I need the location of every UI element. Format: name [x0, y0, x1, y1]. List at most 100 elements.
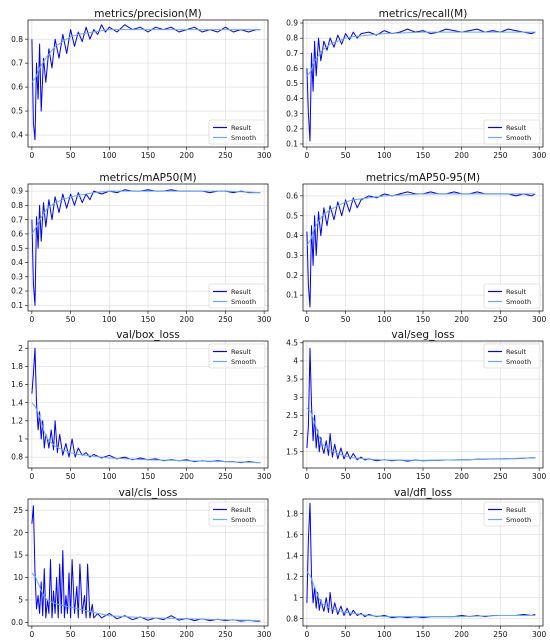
y-tick-label: 10 [13, 573, 23, 582]
x-tick-label: 200 [180, 630, 195, 639]
y-tick-label: 1 [18, 435, 23, 444]
y-tick-label: 1.5 [286, 447, 298, 456]
plot-frame [302, 183, 544, 312]
y-tick-label: 0.9 [11, 187, 23, 196]
y-tick-label: 5 [18, 596, 23, 605]
y-tick-label: 1.2 [286, 572, 298, 581]
y-tick-label: 0.1 [286, 291, 298, 300]
x-tick-label: 200 [180, 315, 195, 324]
x-tick-label: 50 [66, 472, 76, 481]
x-tick-label: 0 [304, 472, 309, 481]
plot-frame [302, 498, 544, 627]
y-tick-label: 0.7 [286, 49, 298, 58]
y-tick-label: 0.5 [286, 211, 298, 220]
y-tick-label: 0.6 [286, 64, 298, 73]
x-tick-label: 300 [532, 472, 547, 481]
y-tick-label: 0.5 [286, 79, 298, 88]
y-tick-label: 3.5 [286, 375, 298, 384]
x-tick-label: 0 [29, 315, 34, 324]
x-tick-label: 300 [532, 315, 547, 324]
subplot-1: metrics/precision(M) 0 50 100 150 200 250 300 0.… [11, 8, 271, 160]
x-tick-label: 0 [304, 151, 309, 160]
y-tick-label: 20 [13, 528, 23, 537]
plot-frame [27, 498, 269, 627]
series-smooth-line [306, 193, 536, 246]
x-tick-label: 150 [141, 630, 156, 639]
legend-result-label: Result [506, 124, 527, 132]
plot-frame [302, 340, 544, 469]
legend-result-label: Result [506, 348, 527, 356]
y-tick-label: 0.2 [11, 287, 23, 296]
legend-result-label: Result [231, 288, 252, 296]
x-tick-label: 50 [66, 315, 76, 324]
legend-smooth-label: Smooth [506, 298, 531, 306]
x-tick-label: 150 [141, 472, 156, 481]
subplot-8: val/dfl_loss 0 50 100 150 200 250 300 0.8 1 1.2 1.4… [286, 487, 546, 639]
plot-frame [27, 340, 269, 469]
plot-frame [27, 183, 269, 312]
x-tick-label: 200 [455, 315, 470, 324]
x-tick-label: 150 [141, 315, 156, 324]
legend: Result Smooth [208, 119, 266, 145]
x-tick-label: 100 [102, 472, 117, 481]
y-tick-label: 0.3 [11, 272, 23, 281]
x-tick-label: 50 [66, 630, 76, 639]
series-smooth-line [31, 190, 261, 235]
x-tick-label: 150 [141, 151, 156, 160]
y-tick-label: 0.8 [286, 614, 298, 623]
y-tick-label: 1.8 [11, 362, 23, 371]
x-tick-label: 0 [29, 630, 34, 639]
x-tick-label: 300 [257, 472, 272, 481]
x-tick-label: 50 [341, 151, 351, 160]
subplot-title: metrics/precision(M) [94, 8, 201, 20]
y-tick-label: 15 [13, 551, 23, 560]
y-tick-label: 0.4 [11, 131, 23, 140]
subplot-title: val/dfl_loss [394, 487, 452, 499]
legend-result-label: Result [231, 124, 252, 132]
legend: Result Smooth [208, 343, 266, 369]
series-smooth-line [31, 29, 261, 83]
y-tick-label: 0.8 [11, 453, 23, 462]
y-tick-label: 4.5 [286, 338, 298, 347]
legend-result-label: Result [231, 506, 252, 514]
y-tick-label: 0.6 [11, 83, 23, 92]
x-tick-label: 0 [304, 630, 309, 639]
x-tick-label: 0 [29, 151, 34, 160]
y-tick-label: 2.5 [286, 411, 298, 420]
y-tick-label: 0.4 [286, 94, 298, 103]
x-tick-label: 100 [377, 315, 392, 324]
y-tick-label: 1.6 [11, 380, 23, 389]
y-tick-label: 0.5 [11, 244, 23, 253]
x-tick-label: 150 [416, 151, 431, 160]
x-tick-label: 150 [416, 472, 431, 481]
subplot-title: metrics/recall(M) [379, 8, 468, 20]
subplot-5: val/box_loss 0 50 100 150 200 250 300 0.8 1 1.2 1.4… [11, 329, 271, 481]
x-tick-label: 250 [493, 472, 508, 481]
x-tick-label: 250 [493, 630, 508, 639]
x-tick-label: 250 [218, 472, 233, 481]
x-tick-label: 50 [341, 630, 351, 639]
y-tick-label: 0.7 [11, 215, 23, 224]
legend: Result Smooth [483, 283, 541, 309]
y-tick-label: 0.0 [11, 618, 23, 627]
legend-smooth-label: Smooth [506, 516, 531, 524]
y-tick-label: 4 [293, 357, 298, 366]
legend-smooth-label: Smooth [231, 358, 256, 366]
legend-result-label: Result [506, 506, 527, 514]
x-tick-label: 250 [218, 630, 233, 639]
x-tick-label: 200 [455, 630, 470, 639]
y-tick-label: 0.3 [286, 109, 298, 118]
subplot-3: metrics/mAP50(M) 0 50 100 150 200 250 300 0.1 0.2… [11, 172, 271, 324]
x-tick-label: 100 [102, 630, 117, 639]
x-tick-label: 150 [416, 630, 431, 639]
y-tick-label: 0.8 [11, 35, 23, 44]
legend-result-label: Result [506, 288, 527, 296]
plot-frame [27, 19, 269, 148]
y-tick-label: 0.4 [11, 258, 23, 267]
subplot-title: val/seg_loss [391, 329, 454, 341]
y-tick-label: 0.7 [11, 59, 23, 68]
x-tick-label: 300 [532, 151, 547, 160]
x-tick-label: 250 [218, 151, 233, 160]
y-tick-label: 0.9 [286, 19, 298, 28]
